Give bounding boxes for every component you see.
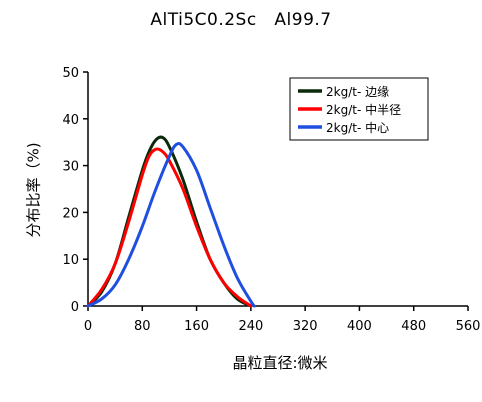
x-tick-label: 400 xyxy=(347,319,372,334)
y-tick-label: 0 xyxy=(71,300,79,315)
series-line-center xyxy=(86,141,256,308)
x-tick-label: 320 xyxy=(293,319,318,334)
x-tick-label: 560 xyxy=(456,319,481,334)
y-tick-label: 30 xyxy=(62,160,79,175)
y-tick-label: 50 xyxy=(62,66,79,81)
legend-label: 2kg/t- 中半径 xyxy=(326,102,401,117)
legend-label: 2kg/t- 边缘 xyxy=(326,85,389,99)
x-tick-label: 240 xyxy=(238,319,263,334)
legend-label: 2kg/t- 中心 xyxy=(326,120,389,135)
y-tick-label: 10 xyxy=(62,253,79,268)
y-tick-label: 20 xyxy=(62,206,79,221)
y-axis-label: 分布比率（%) xyxy=(24,142,43,238)
x-tick-label: 480 xyxy=(401,319,426,334)
x-tick-label: 0 xyxy=(84,319,92,334)
y-tick-label: 40 xyxy=(62,113,79,128)
x-tick-label: 80 xyxy=(134,319,151,334)
chart-title: AlTi5C0.2Sc Al99.7 xyxy=(150,10,332,30)
x-tick-label: 160 xyxy=(184,319,209,334)
x-axis-label: 晶粒直径:微米 xyxy=(232,354,328,372)
series-line-mid-radius xyxy=(86,147,253,308)
